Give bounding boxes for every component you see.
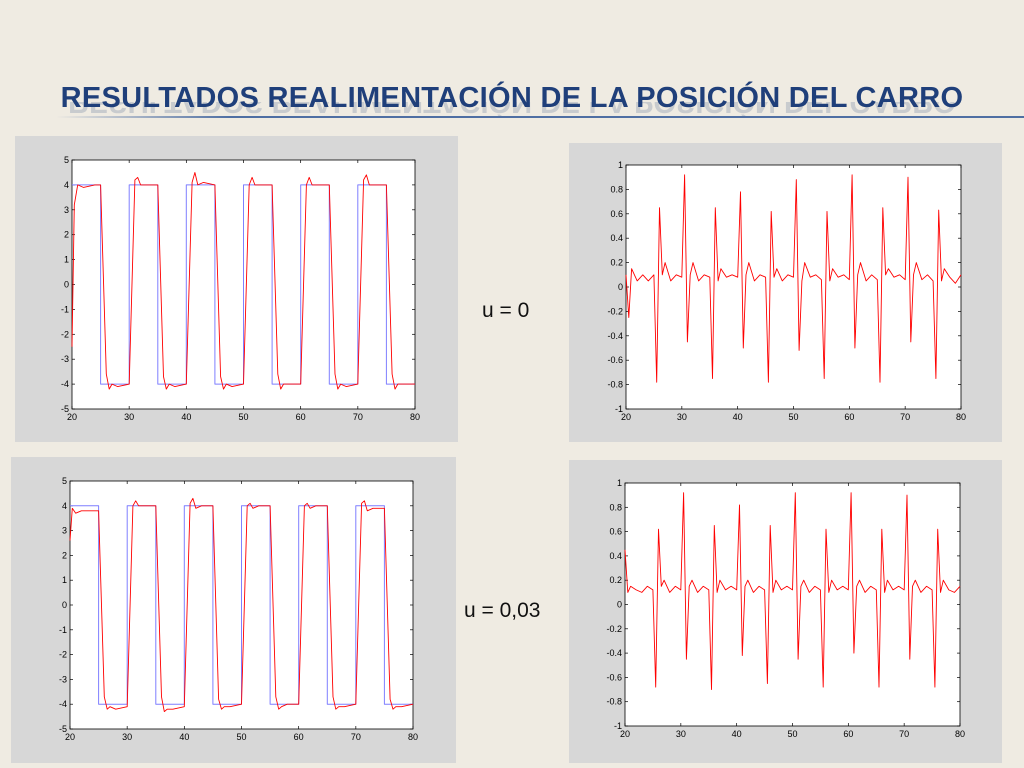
series-reference bbox=[70, 505, 413, 705]
y-tick-label: 0 bbox=[617, 600, 622, 610]
y-tick-label: 2 bbox=[64, 230, 69, 240]
y-tick-label: 0.4 bbox=[610, 233, 623, 243]
y-tick-label: 1 bbox=[618, 160, 623, 170]
chart-panel-position-u003: 20 30 40 50 60 70 80 5 4 3 2 1 0 -1 -2 -3 -4 -5 bbox=[11, 457, 456, 763]
y-tick-label: 5 bbox=[62, 476, 67, 486]
x-tick-label: 50 bbox=[238, 412, 248, 422]
x-tick-label: 30 bbox=[122, 732, 132, 742]
y-tick-label: 0.2 bbox=[609, 575, 622, 585]
x-tick-label: 70 bbox=[351, 732, 361, 742]
chart-force-u0: 20 30 40 50 60 70 80 1 0.8 0.6 0.4 0.2 0 -0.2 -0.4 -0.6… bbox=[607, 160, 966, 422]
title-underline bbox=[56, 116, 1024, 118]
x-tick-label: 50 bbox=[236, 732, 246, 742]
plot-area bbox=[625, 164, 962, 410]
y-tick-label: -0.2 bbox=[607, 306, 623, 316]
series-response bbox=[69, 497, 414, 713]
y-tick-label: -1 bbox=[614, 721, 622, 731]
y-tick-label: -0.4 bbox=[606, 648, 622, 658]
y-tick-label: -0.4 bbox=[607, 331, 623, 341]
y-tick-label: 3 bbox=[62, 526, 67, 536]
y-tick-label: -5 bbox=[61, 404, 69, 414]
y-tick-label: 5 bbox=[64, 155, 69, 165]
chart-position-u0: 20 30 40 50 60 70 80 5 4 3 2 1 0 -1 -2 -3 -4 -5 bbox=[61, 155, 420, 422]
y-tick-label: -0.6 bbox=[607, 355, 623, 365]
x-tick-label: 20 bbox=[67, 412, 77, 422]
y-tick-label: -3 bbox=[61, 354, 69, 364]
y-tick-label: 0.4 bbox=[609, 551, 622, 561]
y-tick-label: -2 bbox=[61, 329, 69, 339]
x-tick-label: 30 bbox=[124, 412, 134, 422]
x-tick-label: 20 bbox=[621, 412, 631, 422]
y-tick-label: 1 bbox=[62, 575, 67, 585]
y-tick-label: -0.8 bbox=[606, 697, 622, 707]
x-tick-label: 30 bbox=[676, 729, 686, 739]
y-tick-label: -4 bbox=[61, 379, 69, 389]
x-tick-label: 70 bbox=[353, 412, 363, 422]
y-tick-label: -0.8 bbox=[607, 380, 623, 390]
x-tick-label: 30 bbox=[677, 412, 687, 422]
chart-panel-force-u0: 20 30 40 50 60 70 80 1 0.8 0.6 0.4 0.2 0 -0.2 -0.4 -0.6… bbox=[569, 143, 1002, 442]
y-tick-label: 0 bbox=[64, 280, 69, 290]
y-tick-label: 4 bbox=[64, 180, 69, 190]
x-tick-label: 70 bbox=[900, 412, 910, 422]
y-tick-label: -1 bbox=[615, 404, 623, 414]
y-tick-label: -0.2 bbox=[606, 624, 622, 634]
y-tick-label: -1 bbox=[61, 304, 69, 314]
y-tick-label: 1 bbox=[617, 478, 622, 488]
y-tick-label: -4 bbox=[59, 699, 67, 709]
series-response bbox=[624, 492, 961, 690]
x-tick-label: 80 bbox=[408, 732, 418, 742]
x-tick-label: 40 bbox=[733, 412, 743, 422]
slide-title-reflection: RESULTADOS REALIMENTACIÓN DE LA POSICIÓN… bbox=[0, 102, 1024, 116]
y-tick-label: -3 bbox=[59, 674, 67, 684]
y-tick-label: 0.8 bbox=[609, 502, 622, 512]
y-tick-label: 0.6 bbox=[609, 527, 622, 537]
x-tick-label: 70 bbox=[899, 729, 909, 739]
y-tick-label: 0.2 bbox=[610, 258, 623, 268]
y-tick-label: -5 bbox=[59, 724, 67, 734]
x-tick-label: 80 bbox=[410, 412, 420, 422]
chart-force-u003: 20 30 40 50 60 70 80 1 0.8 0.6 0.4 0.2 0 -0.2 -0.4 -0.6… bbox=[606, 478, 965, 739]
y-tick-label: -0.6 bbox=[606, 672, 622, 682]
y-tick-label: -1 bbox=[59, 625, 67, 635]
chart-panel-position-u0: 20 30 40 50 60 70 80 5 4 3 2 1 0 -1 -2 -3 -4 -5 bbox=[15, 136, 458, 442]
series-response bbox=[625, 174, 962, 383]
y-tick-label: 0 bbox=[62, 600, 67, 610]
x-tick-label: 60 bbox=[294, 732, 304, 742]
slide-title: RESULTADOS REALIMENTACIÓN DE LA POSICIÓN… bbox=[60, 82, 964, 114]
series-response bbox=[71, 172, 415, 390]
x-tick-label: 60 bbox=[844, 412, 854, 422]
chart-position-u003: 20 30 40 50 60 70 80 5 4 3 2 1 0 -1 -2 -3 -4 -5 bbox=[59, 476, 418, 742]
x-tick-label: 60 bbox=[843, 729, 853, 739]
x-tick-label: 20 bbox=[65, 732, 75, 742]
y-tick-label: 0.6 bbox=[610, 209, 623, 219]
label-u-003: u = 0,03 bbox=[464, 599, 541, 622]
chart-panel-force-u003: 20 30 40 50 60 70 80 1 0.8 0.6 0.4 0.2 0 -0.2 -0.4 -0.6… bbox=[569, 460, 1002, 763]
y-tick-label: 1 bbox=[64, 255, 69, 265]
plot-area bbox=[624, 482, 961, 727]
series-reference bbox=[72, 184, 415, 385]
x-tick-label: 40 bbox=[179, 732, 189, 742]
x-tick-label: 60 bbox=[296, 412, 306, 422]
y-tick-label: 0 bbox=[618, 282, 623, 292]
x-tick-label: 40 bbox=[732, 729, 742, 739]
y-tick-label: 3 bbox=[64, 205, 69, 215]
label-u-zero: u = 0 bbox=[482, 299, 530, 322]
x-tick-label: 50 bbox=[788, 412, 798, 422]
y-tick-label: -2 bbox=[59, 650, 67, 660]
x-tick-label: 20 bbox=[620, 729, 630, 739]
x-tick-label: 80 bbox=[955, 729, 965, 739]
x-tick-label: 80 bbox=[956, 412, 966, 422]
x-tick-label: 50 bbox=[787, 729, 797, 739]
y-tick-label: 4 bbox=[62, 501, 67, 511]
y-tick-label: 0.8 bbox=[610, 184, 623, 194]
x-tick-label: 40 bbox=[181, 412, 191, 422]
y-tick-label: 2 bbox=[62, 550, 67, 560]
